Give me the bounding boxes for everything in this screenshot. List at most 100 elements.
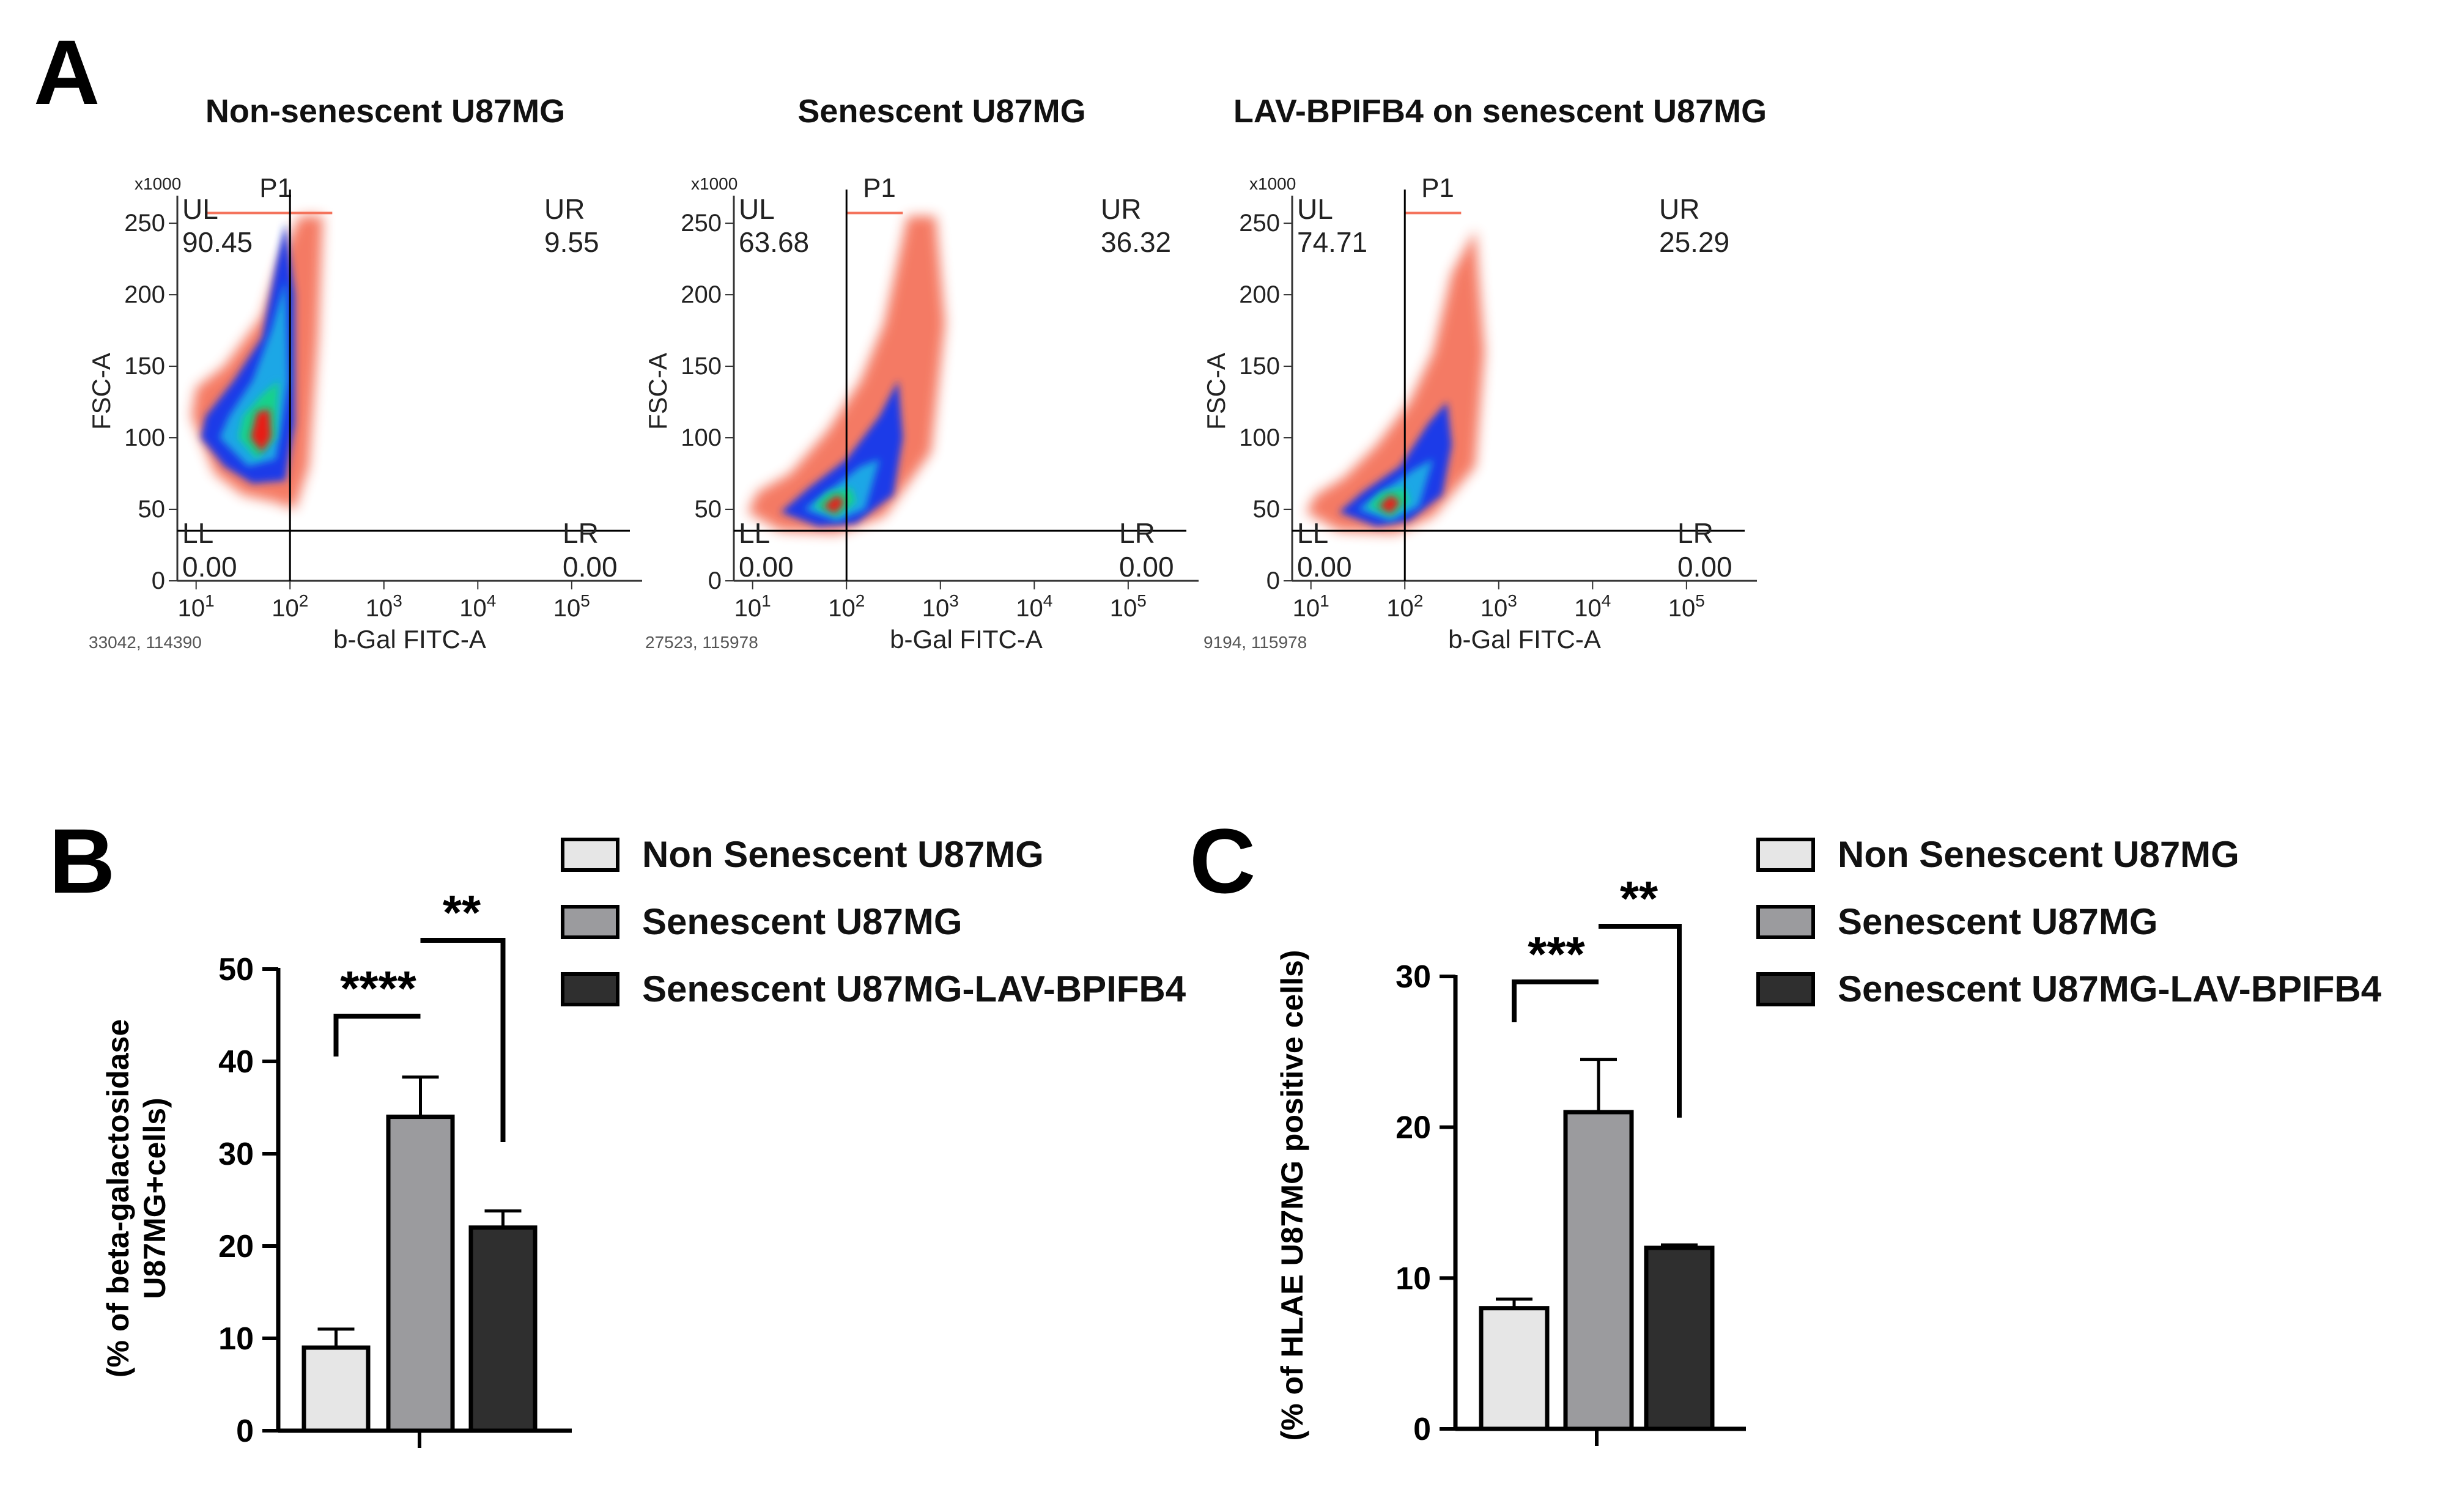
x-tick-exponent: 4	[1043, 591, 1053, 610]
density-layer	[780, 380, 903, 527]
x-tick-exponent: 5	[1695, 591, 1705, 610]
y-tick-label: 100	[1239, 424, 1280, 451]
y-multiplier: x1000	[691, 174, 738, 193]
x-tick-exponent: 4	[1602, 591, 1611, 610]
event-count: 9194, 115978	[1203, 633, 1307, 652]
quadrant-lr-value: 0.00	[563, 551, 618, 583]
quadrant-ur-label: UR	[544, 193, 585, 225]
x-tick-base: 10	[1386, 595, 1414, 622]
legend-c-swatch-3	[1756, 972, 1815, 1006]
x-tick-exponent: 1	[1320, 591, 1329, 610]
quadrant-ur-value: 36.32	[1101, 226, 1171, 258]
x-tick-exponent: 5	[1137, 591, 1147, 610]
x-tick-base: 10	[1293, 595, 1320, 622]
x-tick-base: 10	[922, 595, 950, 622]
flow-title: Senescent U87MG	[797, 93, 1085, 130]
density-cloud	[191, 216, 323, 509]
bar-2	[1563, 1110, 1634, 1431]
y-tick-label: 200	[1239, 281, 1280, 308]
density-layer	[1339, 402, 1452, 527]
y-tick-label: 10	[1396, 1261, 1431, 1296]
x-tick-base: 10	[1668, 595, 1696, 622]
y-tick-label: 100	[124, 424, 165, 451]
flow-plot-3: LAV-BPIFB4 on senescent U87MGP1050100150…	[1202, 93, 1767, 654]
flow-cytometry-panels: Non-senescent U87MGP1050100150200250x100…	[87, 93, 1767, 654]
quadrant-lr-value: 0.00	[1677, 551, 1732, 583]
quadrant-lr-label: LR	[1119, 517, 1155, 549]
y-tick-label: 150	[124, 353, 165, 380]
y-tick-label: 0	[1266, 567, 1280, 594]
y-tick-label: 0	[1413, 1412, 1431, 1447]
x-tick-base: 10	[734, 595, 762, 622]
bar-2	[386, 1115, 455, 1433]
bar-1	[301, 1345, 371, 1433]
y-axis-label: (% of HLAE U87MG positive cells)	[1275, 950, 1309, 1441]
x-tick-base: 10	[1574, 595, 1602, 622]
legend-b-label-1: Non Senescent U87MG	[642, 834, 1044, 875]
panel-letter-b: B	[49, 809, 115, 912]
x-tick-exponent: 3	[1507, 591, 1517, 610]
quadrant-ll-label: LL	[739, 517, 770, 549]
x-tick-exponent: 1	[205, 591, 215, 610]
y-tick-label: 200	[124, 281, 165, 308]
y-tick-label: 250	[1239, 210, 1280, 237]
gate-p1-bar	[846, 212, 903, 215]
y-tick-label: 50	[218, 952, 254, 987]
y-multiplier: x1000	[135, 174, 181, 193]
legend-c: Non Senescent U87MG Senescent U87MG Senesc…	[1756, 834, 2382, 1009]
y-axis-label: FSC-A	[643, 353, 672, 430]
y-tick-label: 50	[138, 496, 166, 523]
density-layer	[823, 495, 845, 514]
quadrant-ll-label: LL	[182, 517, 213, 549]
bar-3	[1644, 1245, 1715, 1431]
significance-bracket	[1599, 924, 1682, 1118]
x-tick-base: 10	[366, 595, 393, 622]
gate-p1-bar	[1405, 212, 1462, 215]
x-tick-base: 10	[459, 595, 487, 622]
quadrant-ur-value: 9.55	[544, 226, 599, 258]
y-tick-label: 250	[124, 210, 165, 237]
y-tick-label: 30	[218, 1137, 254, 1172]
x-tick-label: 101	[734, 591, 771, 622]
quadrant-lr-label: LR	[1677, 517, 1714, 549]
quadrant-ul-label: UL	[182, 193, 218, 225]
significance-label: **	[443, 885, 481, 940]
legend-b-label-2: Senescent U87MG	[642, 901, 963, 942]
quadrant-ul-value: 90.45	[182, 226, 253, 258]
y-tick-label: 200	[681, 281, 722, 308]
event-count: 27523, 115978	[645, 633, 758, 652]
legend-b: Non Senescent U87MG Senescent U87MG Senesc…	[561, 834, 1186, 1009]
panel-letter-c: C	[1189, 809, 1255, 912]
legend-c-label-1: Non Senescent U87MG	[1838, 834, 2239, 875]
y-tick-label: 0	[152, 567, 165, 594]
quadrant-ul-label: UL	[1297, 193, 1333, 225]
y-tick-label: 40	[218, 1044, 254, 1080]
y-tick-label: 20	[1396, 1110, 1431, 1146]
x-axis-label: b-Gal FITC-A	[1448, 625, 1601, 654]
significance-label: ****	[340, 961, 416, 1016]
gate-p1-bar	[205, 212, 333, 215]
y-multiplier: x1000	[1249, 174, 1296, 193]
x-tick-exponent: 5	[580, 591, 590, 610]
quadrant-ul-value: 63.68	[739, 226, 809, 258]
x-tick-exponent: 1	[761, 591, 771, 610]
x-axis-label: b-Gal FITC-A	[333, 625, 486, 654]
x-tick-exponent: 4	[487, 591, 497, 610]
gate-p1-label: P1	[259, 173, 292, 203]
quadrant-ul-label: UL	[739, 193, 775, 225]
x-tick-exponent: 3	[393, 591, 402, 610]
y-tick-label: 50	[695, 496, 722, 523]
y-tick-label: 10	[218, 1321, 254, 1357]
y-tick-label: 20	[218, 1229, 254, 1264]
legend-c-swatch-2	[1756, 905, 1815, 939]
bar-1	[1479, 1306, 1550, 1431]
density-cloud	[748, 216, 945, 534]
panel-letter-a: A	[34, 21, 100, 124]
gate-p1-label: P1	[863, 173, 896, 203]
legend-b-swatch-3	[561, 972, 619, 1006]
legend-c-label-3: Senescent U87MG-LAV-BPIFB4	[1838, 968, 2382, 1009]
y-tick-label: 150	[681, 353, 722, 380]
significance-label: ***	[1528, 927, 1585, 981]
